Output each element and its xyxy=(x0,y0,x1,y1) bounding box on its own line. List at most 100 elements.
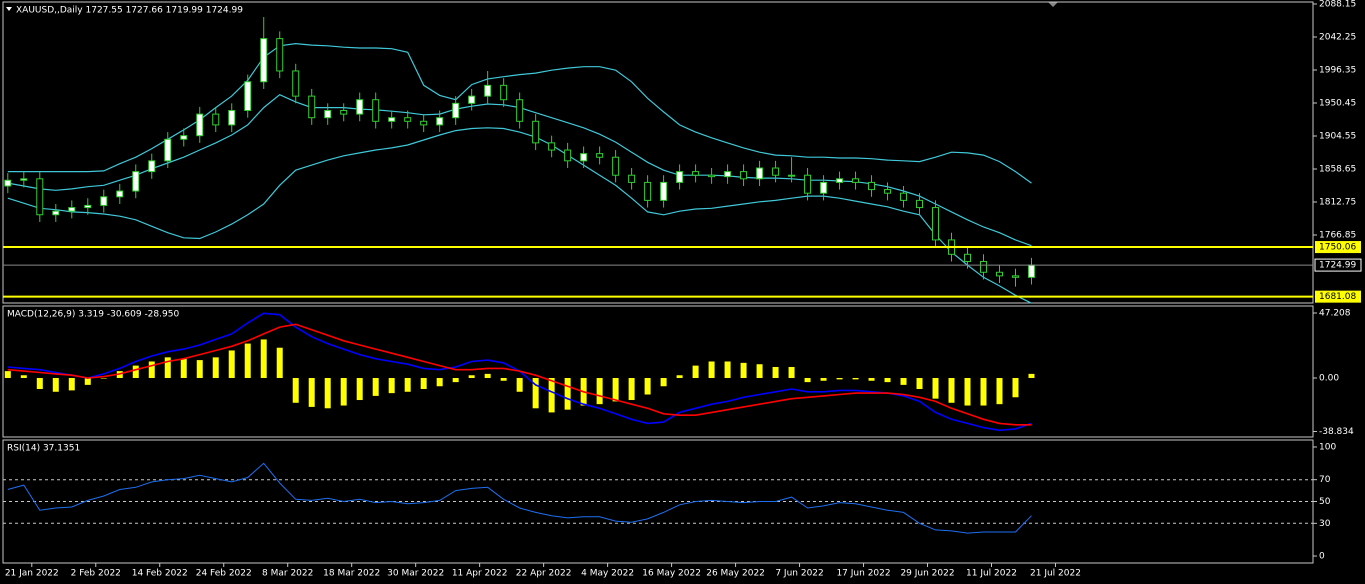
panel-frame xyxy=(2,305,1314,438)
candle-body xyxy=(500,84,508,101)
candle-body xyxy=(1011,275,1019,278)
candle-body xyxy=(980,260,988,273)
candle-body xyxy=(212,113,220,126)
candle-body xyxy=(276,38,284,72)
y-tick-label: 0 xyxy=(1319,552,1325,562)
macd-bar xyxy=(468,375,475,378)
level-tag xyxy=(1315,241,1361,254)
level-label: 1750.06 xyxy=(1319,243,1356,253)
candle-body xyxy=(420,120,428,126)
macd-bar xyxy=(4,371,11,378)
panel-title: MACD(12,26,9) 3.319 -30.609 -28.950 xyxy=(7,310,179,320)
macd-bar xyxy=(68,377,75,391)
macd-bar xyxy=(724,361,731,378)
candle-body xyxy=(324,110,332,119)
candle-body xyxy=(404,117,412,122)
x-tick-label: 16 May 2022 xyxy=(642,569,701,579)
candle-body xyxy=(740,171,748,180)
candle-body xyxy=(4,179,12,187)
panel-title: XAUUSD,,Daily 1727.55 1727.66 1719.99 17… xyxy=(16,6,243,16)
candle-body xyxy=(292,70,300,97)
macd-bar xyxy=(292,377,299,403)
macd-bar xyxy=(916,377,923,390)
x-tick-label: 2 Feb 2022 xyxy=(71,569,121,579)
band-upper xyxy=(7,42,1032,184)
candle-body xyxy=(596,153,604,158)
signal-line xyxy=(7,323,1032,426)
macd-bar xyxy=(52,377,59,392)
macd-bar xyxy=(932,377,939,399)
macd-bar xyxy=(388,377,395,394)
candle-body xyxy=(644,181,652,201)
candle-body xyxy=(1027,264,1035,278)
candle-body xyxy=(452,102,460,119)
macd-bar xyxy=(244,343,251,378)
y-tick-label: 1858.65 xyxy=(1319,164,1356,174)
panel-frame xyxy=(2,1,1314,304)
candle-body xyxy=(244,81,252,112)
candle-body xyxy=(884,189,892,194)
candle-body xyxy=(340,110,348,115)
candle-body xyxy=(372,99,380,122)
macd-bar xyxy=(692,365,699,378)
x-tick-label: 26 May 2022 xyxy=(706,569,765,579)
candle-body xyxy=(260,38,268,83)
candle-body xyxy=(132,171,140,192)
macd-bar xyxy=(612,377,619,402)
candle-body xyxy=(180,135,188,140)
x-tick-label: 18 Mar 2022 xyxy=(323,569,380,579)
macd-bar xyxy=(500,377,507,381)
x-tick-label: 14 Feb 2022 xyxy=(132,569,188,579)
panel-title: RSI(14) 37.1351 xyxy=(7,444,80,454)
candle-body xyxy=(964,253,972,262)
macd-bar xyxy=(484,373,491,378)
candle-body xyxy=(164,138,172,162)
candle-body xyxy=(468,95,476,104)
scroll-marker xyxy=(1048,2,1058,7)
candle-body xyxy=(916,199,924,209)
level-label: 1681.08 xyxy=(1319,292,1356,302)
macd-bar xyxy=(596,377,603,405)
macd-bar xyxy=(516,377,523,392)
macd-bar xyxy=(740,362,747,378)
macd-bar xyxy=(708,361,715,378)
y-tick-label: 2088.15 xyxy=(1319,0,1356,9)
x-tick-label: 17 Jun 2022 xyxy=(836,569,890,579)
candle-body xyxy=(804,174,812,194)
y-tick-label: 30 xyxy=(1319,519,1331,529)
macd-bar xyxy=(564,377,571,410)
macd-bar xyxy=(1028,373,1035,378)
x-tick-label: 29 Jun 2022 xyxy=(900,569,954,579)
macd-bar xyxy=(260,339,267,378)
macd-bar xyxy=(996,377,1003,405)
macd-bar xyxy=(628,377,635,401)
band-lower xyxy=(7,127,1032,304)
macd-bar xyxy=(340,377,347,406)
candle-body xyxy=(436,117,444,126)
macd-bar xyxy=(548,377,555,413)
last-price-label: 1724.99 xyxy=(1319,261,1356,271)
candle-body xyxy=(356,99,364,115)
macd-bar xyxy=(132,365,139,378)
macd-bar xyxy=(20,375,27,378)
macd-bar xyxy=(404,377,411,392)
macd-bar xyxy=(196,360,203,378)
y-tick-label: 1904.55 xyxy=(1319,131,1356,141)
last-price-tag xyxy=(1314,258,1362,272)
candle-body xyxy=(484,84,492,97)
candle-body xyxy=(660,181,668,201)
x-tick-label: 22 Apr 2022 xyxy=(516,569,572,579)
macd-bar xyxy=(836,377,843,380)
candle-body xyxy=(532,120,540,144)
macd-bar xyxy=(276,347,283,378)
y-tick-label: -38.834 xyxy=(1319,427,1354,437)
x-tick-label: 4 May 2022 xyxy=(581,569,634,579)
macd-bar xyxy=(532,377,539,409)
macd-bar xyxy=(676,375,683,378)
candle-body xyxy=(676,171,684,183)
candle-body xyxy=(100,196,108,206)
candle-body xyxy=(868,181,876,191)
macd-bar xyxy=(868,377,875,381)
candle-body xyxy=(52,210,60,216)
